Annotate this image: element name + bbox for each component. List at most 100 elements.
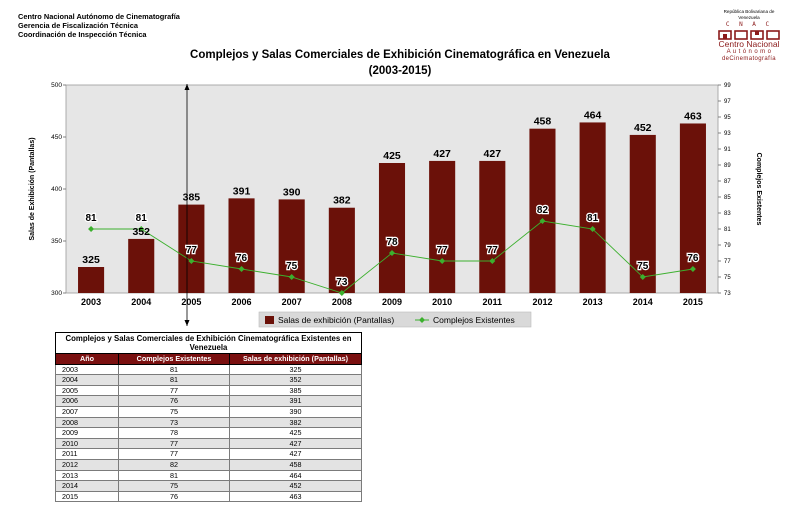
bar-value-label: 382 [333,195,351,207]
line-value-halo: 81 [86,213,98,224]
x-tick-label: 2004 [131,297,151,307]
cell-year: 2004 [55,374,119,386]
cell-complejos: 75 [118,405,230,418]
line-value-halo: 81 [587,213,599,224]
bar-value-label: 463 [684,110,702,122]
line-value-halo: 76 [236,253,248,264]
cell-year: 2012 [55,458,119,471]
table-row: 2003 81 325 [55,363,362,376]
cell-complejos: 76 [118,490,230,503]
y-tick-label: 400 [51,186,62,193]
line-value-halo: 77 [186,245,198,256]
cell-salas: 427 [229,448,362,460]
y2-tick-label: 99 [724,83,731,89]
bar-value-label: 452 [634,122,652,134]
y2-tick-label: 93 [724,131,731,137]
x-tick-label: 2008 [332,297,352,307]
cell-salas: 425 [229,427,362,439]
x-tick-label: 2013 [583,297,603,307]
bar [228,198,255,293]
line-value-label: 81 [136,213,148,224]
table-row: 2010 77 427 [55,437,362,450]
bar-value-label: 458 [534,116,552,128]
bar [128,238,155,293]
line-value-label: 76 [236,253,248,264]
legend-line-label: Complejos Existentes [433,315,515,325]
y2-tick-label: 89 [724,163,731,169]
chart-subtitle: (2003-2015) [368,65,432,77]
table-row: 2007 75 390 [55,405,362,418]
x-tick-label: 2014 [633,297,653,307]
cell-complejos: 73 [118,416,230,429]
y2-tick-label: 79 [724,243,731,249]
y2-tick-label: 81 [724,227,731,233]
x-tick-label: 2003 [81,297,101,307]
line-value-halo: 75 [286,261,298,272]
logo-glyphs [714,30,784,40]
org-line: Coordinación de Inspección Técnica [18,30,147,40]
y-tick-label: 500 [51,82,62,89]
line-value-halo: 75 [637,261,649,272]
cell-year: 2013 [55,469,119,482]
cell-complejos: 81 [118,363,230,376]
line-value-halo: 82 [537,205,549,216]
bar-value-label: 325 [82,254,100,266]
cell-salas: 464 [229,469,362,482]
line-value-halo: 76 [687,253,699,264]
line-value-label: 77 [186,245,198,256]
y-axis-title: Salas de Exhibición (Pantallas) [29,137,36,240]
cell-complejos: 75 [118,480,230,492]
line-point [338,290,345,296]
cell-year: 2014 [55,480,119,492]
table-row: 2009 78 425 [55,427,362,439]
table-row: 2013 81 464 [55,469,362,482]
line-value-halo: 73 [336,277,348,288]
line-point [288,274,295,280]
table-row: 2005 77 385 [55,384,362,397]
cell-salas: 390 [229,405,362,418]
table-title: Complejos y Salas Comerciales de Exhibic… [55,332,362,353]
legend-bar-label: Salas de exhibición (Pantallas) [278,315,394,325]
line-value-label: 81 [587,213,599,224]
y2-tick-label: 77 [724,259,731,265]
line-point [589,226,596,232]
table-row: 2006 76 391 [55,395,362,407]
x-tick-label: 2011 [483,297,503,307]
data-table: Complejos y Salas Comerciales de Exhibic… [55,332,362,503]
x-tick-label: 2006 [232,297,252,307]
cell-salas: 391 [229,395,362,407]
bar [378,163,406,293]
arrow-down-icon [184,320,190,326]
table-row: 2004 81 352 [55,374,362,386]
line-point [389,250,395,256]
y2-tick-label: 85 [724,195,731,201]
bar [629,134,656,293]
cell-year: 2007 [55,405,119,418]
cell-salas: 385 [229,384,362,397]
bar [529,128,556,293]
y2-tick-label: 83 [724,211,731,217]
y2-tick-label: 91 [724,147,731,153]
line-value-label: 82 [537,205,549,216]
y-tick-label: 350 [51,238,62,245]
bar-value-label: 391 [233,185,251,197]
line-point [138,226,145,232]
cell-year: 2015 [55,490,119,503]
bar [178,204,205,293]
x-tick-label: 2010 [432,297,452,307]
line-point [689,266,696,272]
table-row: 2011 77 427 [55,448,362,460]
line-point [489,258,496,264]
legend-bar-swatch [265,316,274,324]
line-value-label: 77 [487,245,499,256]
logo-name: Centro Nacional [718,39,780,49]
x-tick-label: 2009 [382,297,402,307]
header-year: Año [55,353,119,365]
bar [679,123,706,293]
chart-title: Complejos y Salas Comerciales de Exhibic… [190,49,610,61]
header-salas: Salas de exhibición (Pantallas) [229,353,362,365]
line-point [539,218,546,224]
y2-tick-label: 97 [724,99,731,105]
legend-box [258,311,532,328]
